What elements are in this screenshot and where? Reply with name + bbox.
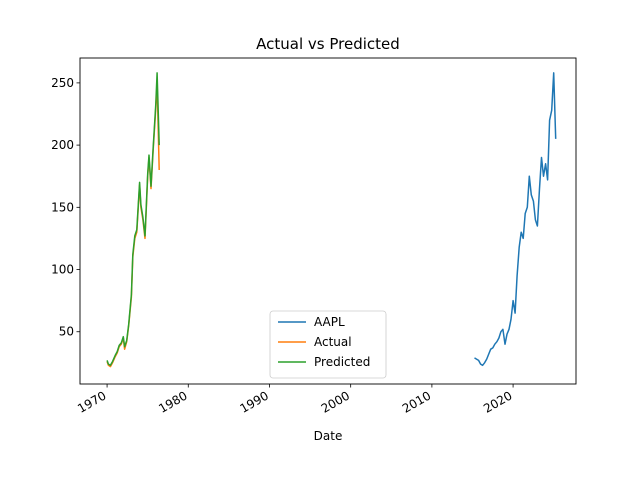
legend-label: Predicted bbox=[314, 355, 370, 369]
y-tick-label: 250 bbox=[51, 76, 74, 90]
y-tick-label: 50 bbox=[59, 325, 74, 339]
series-line-actual bbox=[106, 82, 160, 368]
x-tick-label: 1990 bbox=[238, 388, 271, 415]
x-axis: 1970 1980 1990 2000 2010 2020 bbox=[75, 384, 515, 416]
series-line-predicted bbox=[106, 72, 160, 367]
chart-title: Actual vs Predicted bbox=[256, 35, 400, 53]
y-axis: 50 100 150 200 250 bbox=[51, 76, 80, 339]
plot-area bbox=[106, 72, 557, 368]
y-tick-label: 200 bbox=[51, 138, 74, 152]
plot-frame bbox=[79, 57, 577, 385]
legend: AAPL Actual Predicted bbox=[269, 310, 387, 379]
y-tick-label: 150 bbox=[51, 200, 74, 214]
x-axis-title: Date bbox=[314, 429, 343, 443]
legend-label: Actual bbox=[314, 335, 352, 349]
y-tick-label: 100 bbox=[51, 263, 74, 277]
x-tick-label: 2010 bbox=[400, 388, 433, 415]
x-tick-label: 2020 bbox=[481, 388, 514, 415]
x-tick-label: 1980 bbox=[156, 388, 189, 415]
series-line-aapl bbox=[474, 72, 557, 367]
x-tick-label: 2000 bbox=[319, 388, 352, 415]
x-tick-label: 1970 bbox=[75, 388, 108, 415]
legend-label: AAPL bbox=[314, 315, 345, 329]
